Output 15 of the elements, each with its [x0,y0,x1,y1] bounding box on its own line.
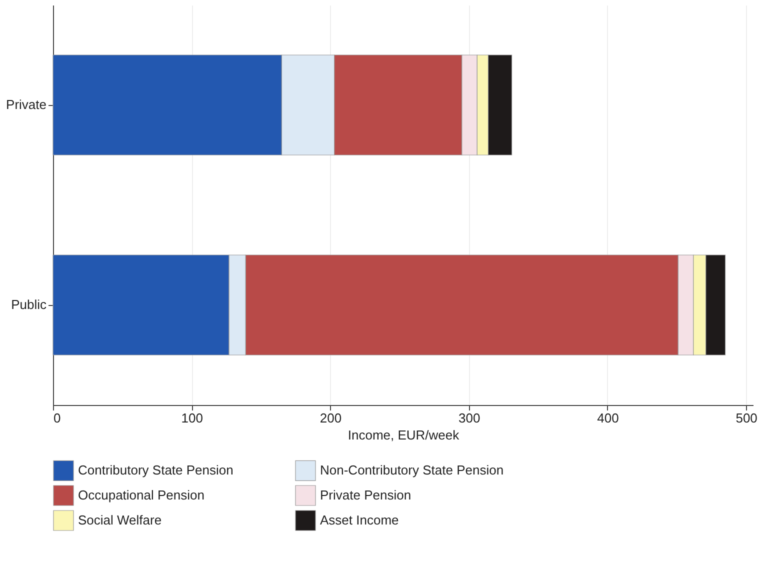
y-tick-label: Public [11,297,47,312]
legend-label: Asset Income [320,512,399,528]
legend-label: Private Pension [320,488,412,502]
legend-label: Contributory State Pension [78,462,234,478]
x-tick-label: 200 [320,410,342,426]
x-tick-label: 500 [736,410,758,426]
x-tick-label: 100 [181,410,203,426]
x-tick-label: 0 [54,410,61,426]
y-tick-label: Private [6,97,46,112]
x-tick-label: 300 [458,410,480,426]
legend-label: Occupational Pension [78,488,204,502]
x-tick-label: 400 [597,410,619,426]
x-axis-title: Income, EUR/week [348,428,460,442]
legend-label: Social Welfare [78,512,162,528]
legend-label: Non-Contributory State Pension [320,462,504,478]
